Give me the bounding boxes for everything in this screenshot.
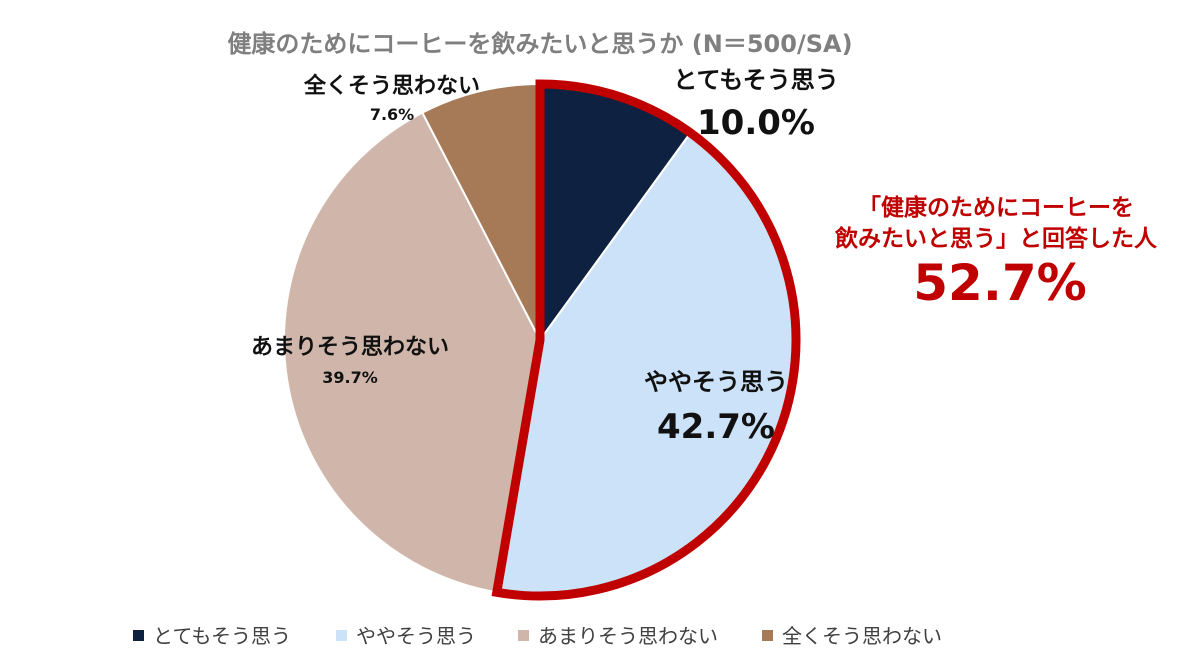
chart-title: 健康のためにコーヒーを飲みたいと思うか (N＝500/SA): [227, 30, 852, 58]
slice-label-very: とてもそう思う: [673, 66, 839, 94]
legend-label-very: とてもそう思う: [153, 624, 291, 648]
slice-value-not-at-all: 7.6%: [370, 105, 414, 124]
slice-value-very: 10.0%: [697, 103, 815, 143]
legend: とてもそう思う ややそう思う あまりそう思わない 全くそう思わない: [133, 624, 942, 648]
legend-swatch-not-at-all: [762, 630, 773, 641]
slice-value-not-much: 39.7%: [322, 368, 378, 387]
slice-value-somewhat: 42.7%: [657, 407, 775, 447]
legend-label-somewhat: ややそう思う: [356, 624, 476, 648]
slice-label-not-much: あまりそう思わない: [251, 335, 449, 360]
slice-label-somewhat: ややそう思う: [644, 368, 788, 396]
pie-slices: [283, 82, 797, 597]
legend-swatch-somewhat: [336, 630, 347, 641]
highlight-outline: [491, 79, 801, 601]
callout-line-2: 飲みたいと思う」と回答した人: [834, 225, 1158, 252]
callout-line-1: 「健康のためにコーヒーを: [858, 194, 1134, 221]
legend-swatch-very: [133, 630, 144, 641]
legend-label-not-at-all: 全くそう思わない: [782, 624, 942, 648]
slice-label-not-at-all: 全くそう思わない: [303, 73, 480, 99]
pie-slice-not-much: [283, 111, 542, 594]
legend-swatch-not-much: [518, 630, 529, 641]
callout-value: 52.7%: [913, 254, 1086, 312]
legend-label-not-much: あまりそう思わない: [538, 624, 718, 648]
